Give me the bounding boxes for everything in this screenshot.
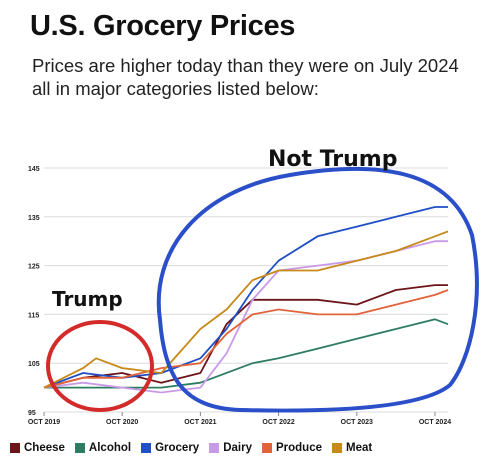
legend-item-dairy: Dairy <box>209 442 252 454</box>
trump-circle <box>46 320 154 412</box>
annotations: Trump Not Trump <box>46 147 479 413</box>
not-trump-circle <box>156 166 479 413</box>
legend-label: Alcohol <box>88 442 132 454</box>
legend-item-grocery: Grocery <box>141 442 199 454</box>
x-tick-label: OCT 2019 <box>28 419 60 426</box>
y-tick-label: 95 <box>28 410 36 417</box>
y-axis-ticks: 95 105 115 125 135 145 <box>28 166 40 417</box>
series-line-dairy <box>43 240 448 394</box>
x-tick-label: OCT 2020 <box>106 419 138 426</box>
legend-swatch <box>74 443 85 453</box>
chart-title: U.S. Grocery Prices <box>30 10 296 42</box>
y-tick-label: 115 <box>28 312 39 319</box>
legend-label: Dairy <box>223 442 252 454</box>
legend-label: Grocery <box>155 442 200 454</box>
x-tick-label: OCT 2021 <box>184 419 216 426</box>
legend: Cheese Alcohol Grocery Dairy Produce Meat <box>10 442 372 454</box>
x-tick-label: OCT 2022 <box>262 419 294 426</box>
legend-label: Cheese <box>24 442 65 454</box>
series-line-meat <box>43 230 449 389</box>
legend-swatch <box>332 443 342 453</box>
legend-label: Meat <box>346 442 373 454</box>
not-trump-label: Not Trump <box>268 147 397 172</box>
x-tick-label: OCT 2023 <box>341 419 373 426</box>
legend-item-produce: Produce <box>261 442 322 454</box>
y-tick-label: 105 <box>28 361 40 368</box>
y-tick-label: 145 <box>28 166 40 173</box>
legend-item-meat: Meat <box>332 442 372 454</box>
legend-swatch <box>209 443 220 453</box>
series-lines <box>43 206 449 394</box>
y-tick-label: 135 <box>28 215 40 222</box>
legend-item-alcohol: Alcohol <box>74 442 132 454</box>
legend-swatch <box>141 443 152 453</box>
legend-item-cheese: Cheese <box>10 442 65 454</box>
legend-label: Produce <box>275 442 322 454</box>
x-axis-ticks: OCT 2019 OCT 2020 OCT 2021 OCT 2022 OCT 2023… <box>28 412 451 426</box>
y-tick-label: 125 <box>28 264 40 271</box>
series-line-produce <box>43 289 449 389</box>
legend-swatch <box>10 443 20 453</box>
chart-subtitle: Prices are higher today than they were o… <box>32 55 459 99</box>
x-tick-label: OCT 2024 <box>419 419 451 426</box>
legend-swatch <box>261 443 272 453</box>
trump-label: Trump <box>52 287 123 311</box>
